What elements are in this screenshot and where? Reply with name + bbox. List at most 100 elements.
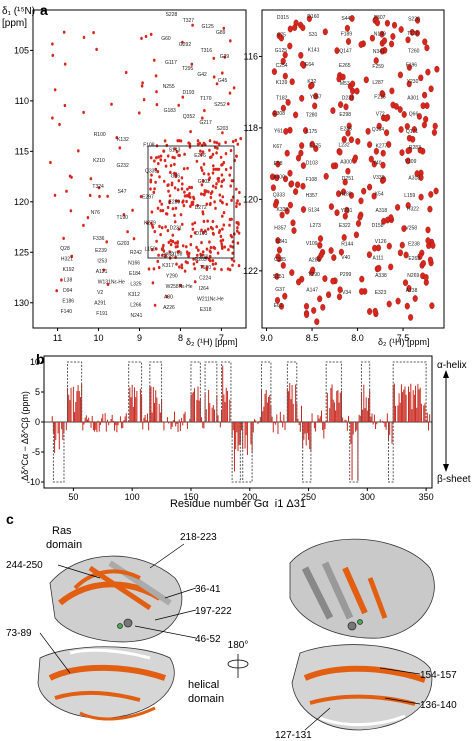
shift-bar (119, 416, 121, 422)
nmr-peak (215, 141, 219, 145)
y-tick-label: 10 (30, 357, 40, 367)
nmr-peak (190, 202, 193, 206)
shift-bar (410, 383, 412, 422)
shift-bar (277, 422, 279, 435)
nmr-peak (150, 210, 154, 214)
peak-label: K70 (200, 254, 209, 260)
nmr-peak (230, 179, 234, 183)
nmr-peak (371, 160, 377, 168)
nmr-peak (229, 39, 232, 43)
nmr-peak (106, 282, 110, 287)
peak-label: W131Nε-He (98, 280, 125, 286)
nmr-peak (300, 162, 306, 169)
nmr-peak (209, 259, 212, 263)
shift-bar (291, 384, 293, 422)
peak-label: D251 (342, 176, 354, 182)
nmr-peak (425, 68, 431, 76)
peak-label: L159 (145, 246, 156, 252)
sheet-region (52, 422, 65, 483)
peak-label: L232 (339, 142, 350, 148)
shift-bar (382, 420, 384, 422)
shift-bar (344, 419, 346, 422)
shift-bar (339, 392, 341, 422)
shift-bar (179, 422, 181, 432)
spectrum-zoom-x-label: δ₂ (¹H) [ppm] (378, 337, 430, 347)
nmr-peak (180, 263, 184, 267)
shift-bar (211, 407, 213, 422)
shift-bar (311, 413, 313, 422)
peak-label: G117 (165, 60, 177, 66)
nmr-peak (231, 140, 235, 144)
callout-line (57, 564, 101, 579)
peak-label: Q171 (406, 129, 418, 135)
shift-bar (83, 422, 85, 425)
nmr-peak (368, 155, 374, 163)
shift-bar (154, 402, 156, 422)
peak-label: S252 (214, 102, 226, 108)
nmr-peak (171, 239, 175, 244)
nmr-peak (355, 220, 362, 227)
shift-bar (272, 422, 274, 433)
peak-label: S44 (341, 16, 350, 22)
peak-label: C224 (199, 275, 211, 281)
nmr-peak (430, 242, 436, 249)
callout-line (384, 697, 421, 705)
nmr-peak (199, 252, 202, 256)
shift-bar (333, 402, 335, 422)
shift-bar (57, 422, 59, 434)
shift-bar (241, 422, 243, 431)
shift-bar (345, 420, 347, 422)
peak-label: L273 (310, 223, 321, 229)
x-tick-label: 250 (301, 492, 316, 502)
shift-bar (70, 387, 72, 422)
nmr-peak (182, 199, 185, 203)
nmr-peak (216, 146, 219, 150)
nmr-peak (231, 263, 234, 267)
nmr-peak (139, 195, 143, 199)
nmr-peak (417, 253, 423, 260)
peak-label: E64 (305, 62, 314, 68)
peak-label: Y40 (373, 161, 382, 167)
nmr-peak (58, 122, 61, 127)
shift-bar (208, 389, 210, 422)
shift-bar (364, 408, 366, 422)
shift-bar (191, 393, 193, 422)
nmr-peak (313, 145, 319, 152)
nmr-peak (173, 220, 177, 224)
nmr-peak (380, 149, 386, 157)
shift-bar (175, 422, 177, 427)
nmr-peak (151, 248, 154, 252)
nmr-peak (418, 193, 424, 201)
peak-label: K132 (117, 137, 129, 143)
peak-label: M53 (340, 81, 350, 87)
nmr-peak (195, 159, 199, 163)
peak-label: A30 (164, 294, 173, 300)
nmr-peak (157, 265, 161, 270)
nmr-peak (215, 82, 219, 86)
shift-bar (302, 422, 304, 449)
shift-bar (122, 422, 124, 429)
sheet-region (242, 422, 253, 483)
shift-bar (155, 390, 157, 422)
nmr-peak (183, 152, 186, 156)
nmr-peak (229, 233, 233, 238)
nmr-peak (185, 199, 188, 204)
nmr-peak (386, 300, 392, 308)
nmr-peak (311, 307, 317, 314)
peak-label: K330 (277, 207, 289, 213)
nmr-peak (192, 195, 195, 199)
nmr-peak (211, 152, 215, 156)
shift-bar (95, 422, 97, 430)
shift-bar (229, 399, 231, 422)
shift-bar (423, 405, 425, 422)
shift-bar (373, 414, 375, 422)
nmr-peak (429, 302, 435, 310)
nmr-peak (163, 158, 167, 163)
nmr-peak (51, 53, 55, 58)
peak-label: T120 (200, 265, 212, 271)
shift-bar (144, 414, 146, 422)
nmr-peak (173, 156, 176, 160)
nmr-peak (223, 245, 226, 249)
nmr-peak (223, 55, 227, 59)
nmr-peak (401, 225, 407, 232)
